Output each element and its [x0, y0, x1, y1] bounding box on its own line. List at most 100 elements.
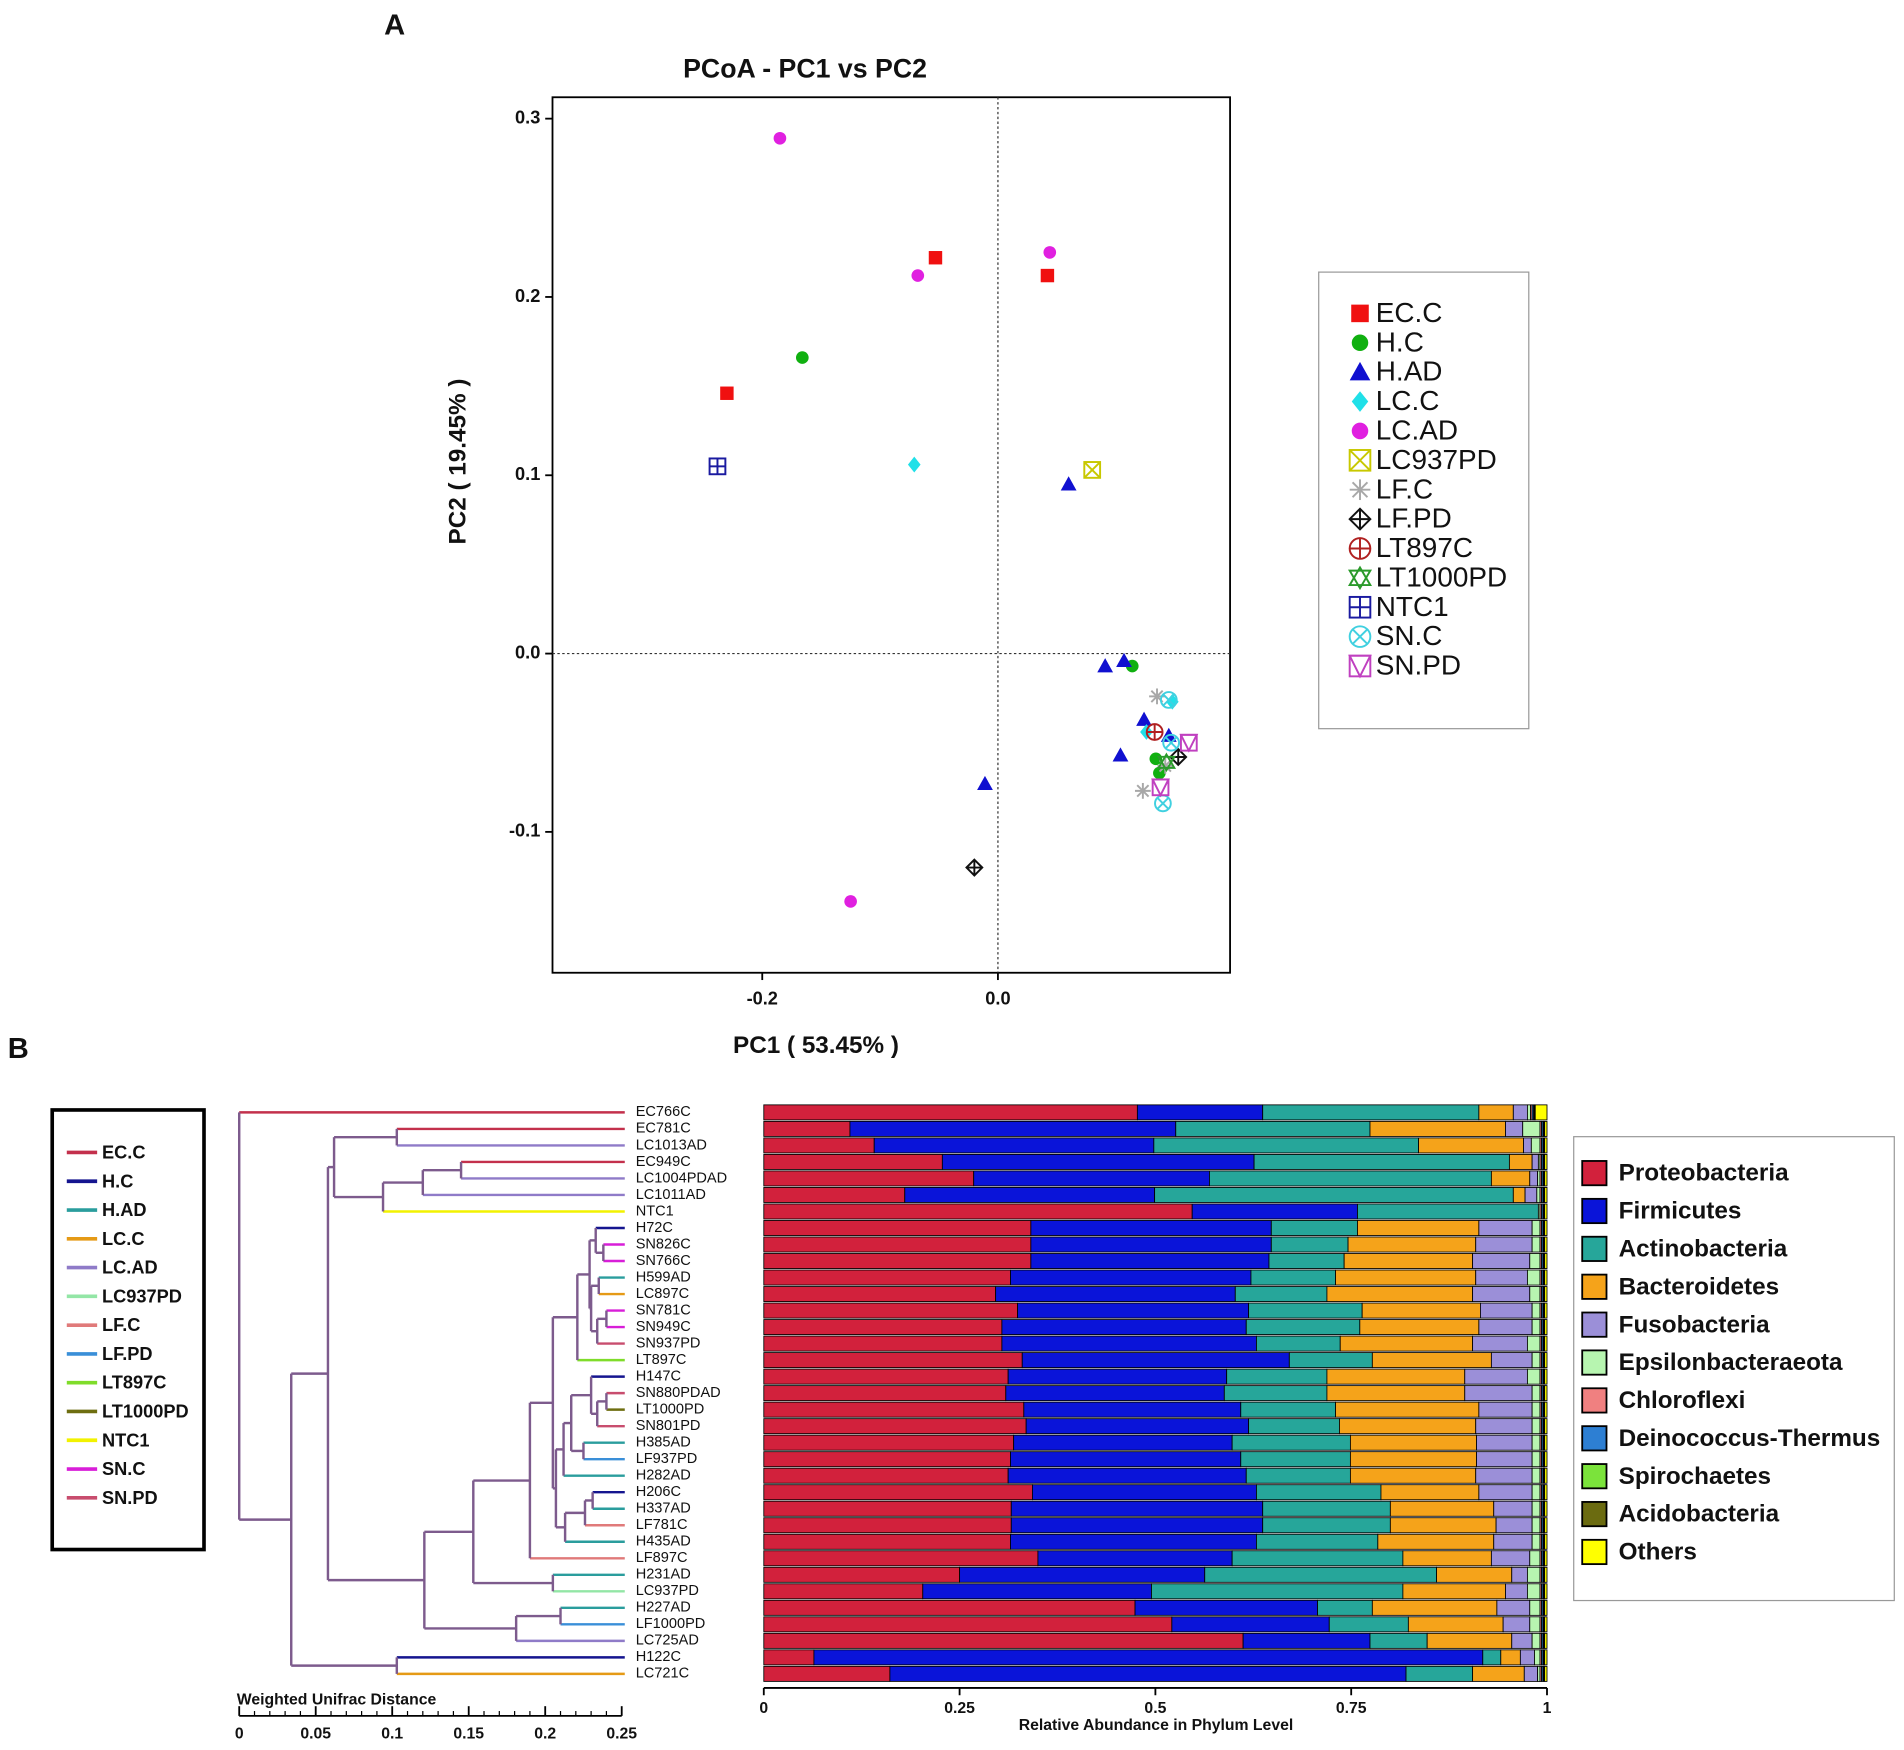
bar-segment [1472, 1253, 1531, 1269]
legend-label: LC.C [1376, 385, 1440, 416]
leaf-label: H337AD [636, 1501, 691, 1517]
bar-segment [1349, 1434, 1477, 1451]
bar-segment [1530, 1137, 1541, 1154]
marker-shape [1040, 268, 1055, 283]
marker-shape [907, 456, 921, 473]
bar-segment [1007, 1467, 1247, 1484]
point [1097, 658, 1114, 673]
bar-segment [1544, 1352, 1548, 1369]
marker-shape [1348, 507, 1372, 531]
bar-segment [1339, 1418, 1477, 1435]
legend-swatch [1581, 1538, 1608, 1566]
bar-segment [1245, 1319, 1361, 1336]
bar-segment [1544, 1649, 1548, 1666]
leaf-label: LF781C [636, 1517, 688, 1533]
marker-shape [911, 269, 925, 282]
bar-segment [763, 1220, 1032, 1236]
leaf-label: LF897C [636, 1550, 688, 1566]
legend-marker [1349, 479, 1371, 501]
point [907, 456, 921, 473]
bar-segment [1359, 1319, 1480, 1336]
bar-segment [763, 1170, 975, 1187]
plot-frame [551, 96, 1231, 974]
bar-segment [1030, 1236, 1272, 1253]
legend-marker [1348, 654, 1372, 679]
bar-segment [1544, 1269, 1548, 1286]
legend-label: NTC1 [102, 1430, 150, 1450]
bar-segment [1544, 1170, 1548, 1187]
bar-segment [1037, 1550, 1233, 1567]
bar-segment [1534, 1649, 1541, 1666]
bar-segment [1343, 1253, 1474, 1269]
bar-segment [1270, 1236, 1349, 1253]
bar-segment [1544, 1500, 1548, 1517]
marker-shape [977, 775, 993, 791]
marker-shape [1351, 334, 1369, 352]
bar-segment [1519, 1649, 1535, 1666]
legend-swatch [1581, 1349, 1608, 1376]
leaf-label: LT1000PD [636, 1401, 705, 1417]
bar-segment [1175, 1120, 1371, 1137]
bar-segment [1464, 1368, 1528, 1385]
bar-segment [763, 1269, 1011, 1286]
panel-label: A [384, 10, 405, 42]
bar-segment [1288, 1352, 1373, 1369]
legend-marker [1348, 625, 1372, 648]
legend-swatch [1581, 1387, 1608, 1414]
bar-segment [763, 1550, 1039, 1567]
bar-segment [1371, 1599, 1498, 1616]
bar-segment [763, 1253, 1032, 1269]
bar-segment [1377, 1533, 1495, 1550]
bar-segment [1369, 1120, 1506, 1137]
bar-segment [763, 1385, 1007, 1402]
legend-box [1318, 271, 1530, 730]
bar-segment [763, 1187, 906, 1203]
bar-segment [1544, 1319, 1548, 1336]
marker-shape [773, 131, 787, 145]
bar-segment [1248, 1418, 1340, 1435]
bar-segment [1270, 1220, 1358, 1236]
bar-segment [1496, 1599, 1531, 1616]
leaf-label: LF937PD [636, 1451, 698, 1467]
bar-segment [904, 1187, 1156, 1203]
bar-segment [763, 1335, 1003, 1352]
bar-segment [1234, 1286, 1328, 1303]
legend-label: LF.PD [102, 1344, 153, 1364]
marker-shape [796, 351, 809, 364]
leaf-label: EC781C [636, 1121, 691, 1137]
bar-segment [1475, 1236, 1533, 1253]
legend-swatch [1581, 1197, 1608, 1225]
bar-segment [1349, 1467, 1477, 1484]
bar-segment [1526, 1583, 1541, 1600]
y-tick-label: 0.2 [515, 286, 540, 306]
bar-segment [1480, 1302, 1533, 1319]
bar-segment [1512, 1187, 1526, 1203]
legend-label: Others [1619, 1539, 1697, 1566]
legend-label: LC.AD [1376, 415, 1458, 446]
bar-segment [1472, 1286, 1531, 1303]
bar-segment [1529, 1550, 1541, 1567]
legend-label: Actinobacteria [1619, 1235, 1788, 1262]
bar-segment [1472, 1335, 1528, 1352]
leaf-label: EC949C [636, 1154, 691, 1170]
bar-segment [1531, 1517, 1541, 1534]
bar-segment [1529, 1616, 1541, 1633]
bar-segment [1472, 1665, 1525, 1682]
x-tick-label: 0 [759, 1700, 768, 1717]
bar-segment [1544, 1533, 1548, 1550]
bar-segment [1475, 1467, 1533, 1484]
bar-segment [1326, 1385, 1466, 1402]
bar-segment [1248, 1302, 1363, 1319]
bar-segment [1534, 1104, 1548, 1121]
leaf-label: H147C [636, 1368, 681, 1384]
leaf-label: H282AD [636, 1468, 691, 1484]
leaf-label: H227AD [636, 1600, 691, 1616]
bar-segment [1493, 1500, 1533, 1517]
legend-label: Deinococcus-Thermus [1619, 1425, 1881, 1452]
legend-swatch [1581, 1311, 1608, 1338]
legend-label: LF.PD [1376, 503, 1452, 534]
bar-segment [1242, 1632, 1371, 1649]
bar-segment [1544, 1203, 1548, 1220]
legend-marker [1349, 361, 1371, 381]
